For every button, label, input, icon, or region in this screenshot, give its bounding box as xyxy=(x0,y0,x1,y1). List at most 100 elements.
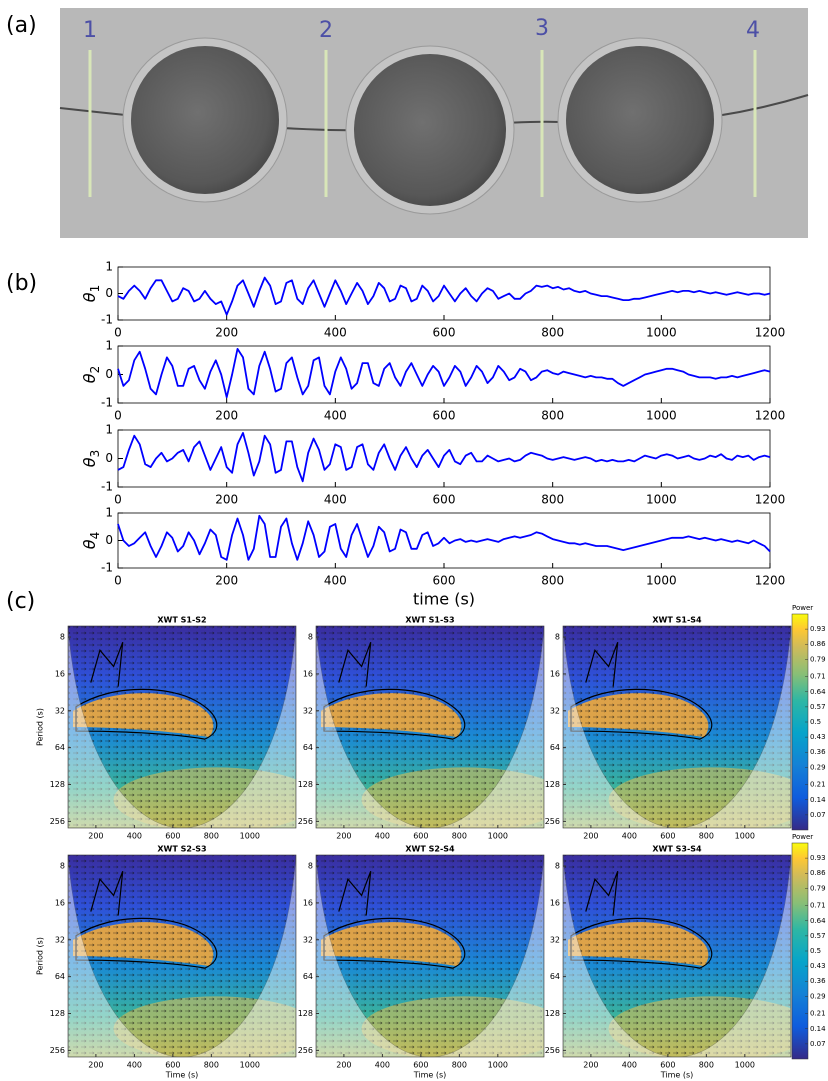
x-tick-label: 0 xyxy=(114,326,122,340)
y-axis-label: Period (s) xyxy=(36,937,45,975)
y-axis-label: θ1 xyxy=(80,285,102,302)
marker-label: 1 xyxy=(83,18,97,43)
x-tick-label: 800 xyxy=(452,1061,467,1070)
x-tick-label: 600 xyxy=(165,832,180,841)
y-tick-label: 128 xyxy=(545,1009,560,1018)
marker-label: 3 xyxy=(535,16,549,41)
signal-line xyxy=(117,432,771,483)
x-tick-label: 600 xyxy=(413,832,428,841)
colorbar-title: Power xyxy=(792,604,813,612)
y-tick-label: 64 xyxy=(550,972,560,981)
marker-label: 2 xyxy=(319,18,333,43)
y-tick-label: 256 xyxy=(50,1046,65,1055)
y-tick-label: 16 xyxy=(303,898,313,907)
x-tick-label: 400 xyxy=(127,832,142,841)
x-tick-label: 400 xyxy=(324,574,347,588)
x-tick-label: 0 xyxy=(114,493,122,507)
significance-contour xyxy=(75,641,218,740)
wavelet-map xyxy=(68,855,296,1057)
x-tick-label: 800 xyxy=(541,493,564,507)
x-tick-label: 400 xyxy=(622,1061,637,1070)
x-tick-label: 800 xyxy=(541,326,564,340)
y-tick-label: 1 xyxy=(105,260,113,274)
arrow-field xyxy=(316,626,544,828)
panel-title: XWT S3-S4 xyxy=(652,845,702,854)
x-tick-label: 200 xyxy=(583,832,598,841)
photo xyxy=(59,8,809,238)
x-tick-label: 1000 xyxy=(646,574,677,588)
y-tick-label: 8 xyxy=(555,862,560,871)
panel-title: XWT S1-S3 xyxy=(405,616,454,625)
x-tick-label: 200 xyxy=(215,326,238,340)
plot-frame xyxy=(562,854,792,1058)
colorbar-tick-label: 0.43 xyxy=(810,733,826,741)
x-tick-label: 600 xyxy=(413,1061,428,1070)
y-tick-label: 256 xyxy=(545,817,560,826)
heatmap-layer xyxy=(68,855,296,1057)
y-tick-label: 64 xyxy=(55,743,65,752)
y-tick-label: 8 xyxy=(308,633,313,642)
x-tick-label: 1000 xyxy=(646,493,677,507)
y-tick-label: 32 xyxy=(55,706,65,715)
x-tick-label: 1000 xyxy=(240,832,260,841)
colorbar-tick-label: 0.29 xyxy=(810,992,826,1000)
panel-label: (a) xyxy=(6,13,37,38)
heatmap-layer xyxy=(563,855,791,1057)
y-tick-label: 0 xyxy=(105,286,113,300)
marker-label: 4 xyxy=(746,18,760,43)
y-tick-label: 256 xyxy=(298,1046,313,1055)
plot-frame xyxy=(315,854,545,1058)
y-axis-label: Period (s) xyxy=(36,708,45,746)
x-tick-label: 600 xyxy=(660,832,675,841)
y-tick-label: -1 xyxy=(101,480,113,494)
plot-frame xyxy=(117,266,771,321)
colorbar-tick-label: 0.43 xyxy=(810,962,826,970)
y-tick-label: 16 xyxy=(55,669,65,678)
y-tick-label: 16 xyxy=(550,669,560,678)
plot-frame xyxy=(562,625,792,829)
y-tick-label: 0 xyxy=(105,533,113,547)
colorbar-tick-label: 0.36 xyxy=(810,748,826,756)
plot-frame xyxy=(67,854,297,1058)
colorbar-tick-label: 0.07 xyxy=(810,811,826,819)
y-label-symbol: θ xyxy=(80,457,99,467)
y-tick-label: -1 xyxy=(101,561,113,575)
colorbar-tick-label: 0.21 xyxy=(810,1010,826,1018)
colorbar-tick-label: 0.79 xyxy=(810,655,826,663)
y-tick-label: 16 xyxy=(303,669,313,678)
x-tick-label: 1000 xyxy=(735,1061,755,1070)
y-tick-label: 32 xyxy=(550,706,560,715)
x-tick-label: 600 xyxy=(165,1061,180,1070)
signal-line xyxy=(117,348,771,399)
significance-contour xyxy=(323,641,466,740)
y-tick-label: 0 xyxy=(105,367,113,381)
y-tick-label: 0 xyxy=(105,451,113,465)
colorbar-tick-label: 0.64 xyxy=(810,917,826,925)
wavelet-map xyxy=(563,626,791,828)
colorbar-tick-label: 0.21 xyxy=(810,781,826,789)
x-tick-label: 800 xyxy=(699,832,714,841)
panel-label: (b) xyxy=(6,271,37,296)
y-axis-label: θ3 xyxy=(80,450,102,467)
panel-label: (c) xyxy=(6,589,35,614)
y-tick-label: 8 xyxy=(555,633,560,642)
cone-of-influence xyxy=(68,855,296,1057)
x-tick-label: 200 xyxy=(583,1061,598,1070)
x-tick-label: 400 xyxy=(622,832,637,841)
arrow-field xyxy=(68,626,296,828)
plot-frame xyxy=(117,345,771,404)
cone-of-influence xyxy=(316,855,544,1057)
y-tick-label: 8 xyxy=(308,862,313,871)
y-tick-label: 8 xyxy=(60,862,65,871)
x-tick-label: 1000 xyxy=(240,1061,260,1070)
x-tick-label: 200 xyxy=(336,1061,351,1070)
wavelet-map xyxy=(316,855,544,1057)
y-axis-label: θ2 xyxy=(80,366,102,383)
colorbar-tick-label: 0.29 xyxy=(810,763,826,771)
y-tick-label: 32 xyxy=(55,935,65,944)
x-tick-label: 800 xyxy=(204,1061,219,1070)
colorbar-tick-label: 0.93 xyxy=(810,854,826,862)
y-tick-label: 64 xyxy=(303,972,313,981)
colorbar-tick-label: 0.14 xyxy=(810,1025,826,1033)
y-tick-label: 128 xyxy=(50,780,65,789)
